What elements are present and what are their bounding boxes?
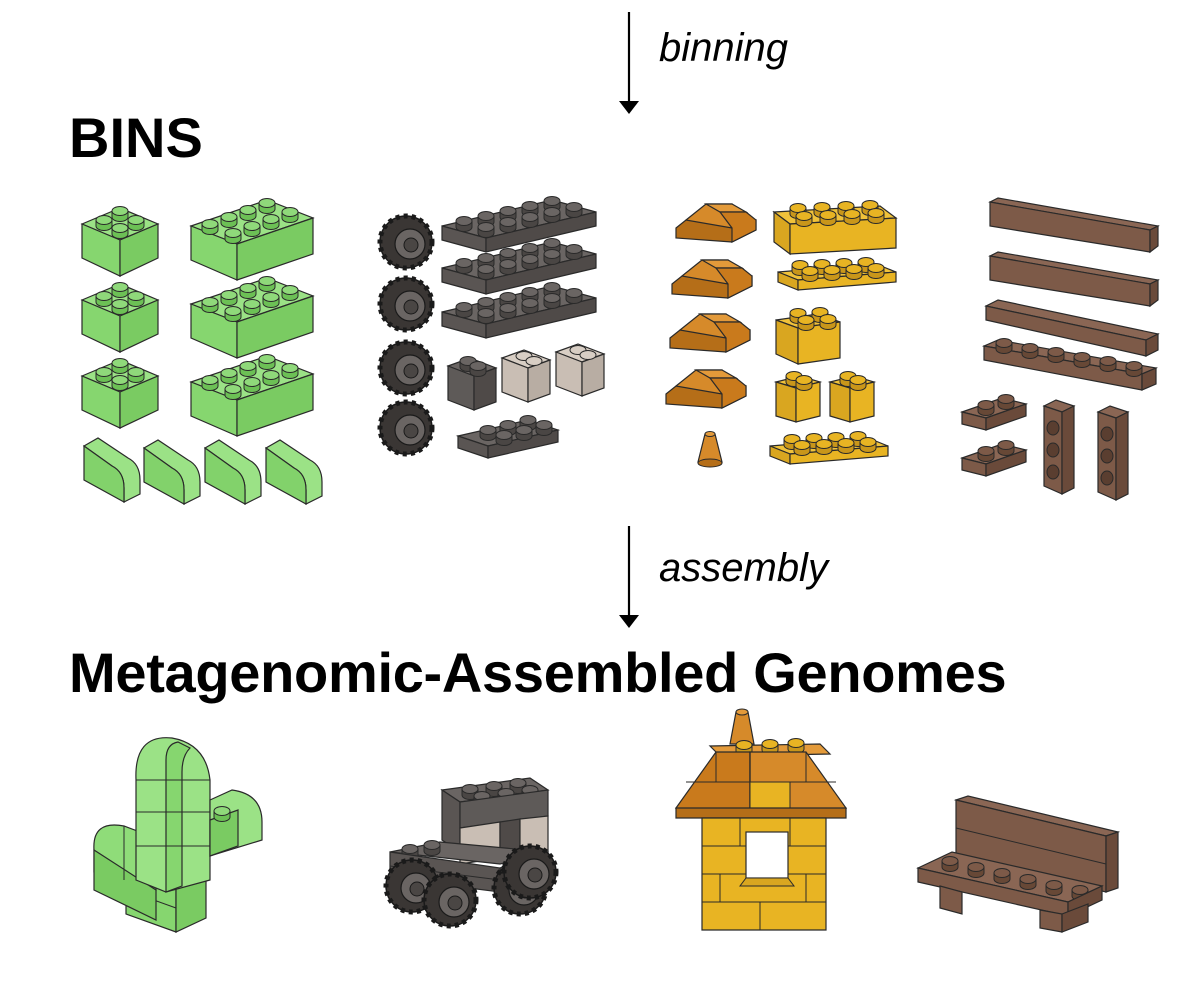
mag-house: [674, 708, 848, 931]
mag-cactus: [93, 737, 263, 933]
bin-green: [82, 199, 323, 505]
bins-heading: BINS: [69, 106, 203, 169]
cone-piece: [697, 431, 723, 468]
mag-truck: [386, 777, 556, 926]
bin-orange-yellow: [665, 201, 896, 468]
bin-brown: [962, 197, 1160, 501]
arrow-assembly: [619, 526, 639, 628]
mag-bench: [916, 795, 1121, 933]
mags-heading: Metagenomic-Assembled Genomes: [69, 641, 1007, 704]
assembly-label: assembly: [659, 546, 828, 590]
binning-label: binning: [659, 26, 789, 70]
arrow-binning: [619, 12, 639, 114]
bin-gray: [380, 197, 605, 459]
